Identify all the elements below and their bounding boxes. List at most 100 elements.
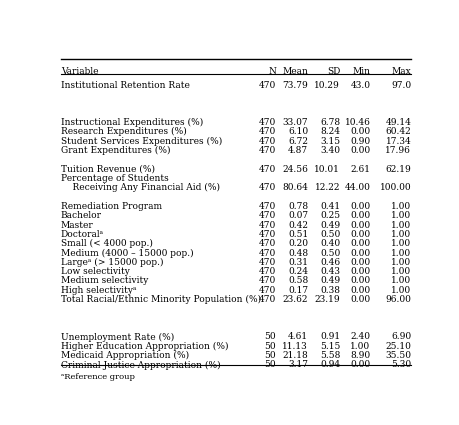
Text: 6.10: 6.10 [288,127,308,136]
Text: 1.00: 1.00 [350,342,370,351]
Text: Receiving Any Financial Aid (%): Receiving Any Financial Aid (%) [61,183,220,193]
Text: 50: 50 [264,332,276,341]
Text: Master: Master [61,221,94,230]
Text: 1.00: 1.00 [391,202,411,211]
Text: 25.10: 25.10 [386,342,411,351]
Text: 470: 470 [259,230,276,239]
Text: 0.00: 0.00 [350,221,370,230]
Text: Student Services Expenditures (%): Student Services Expenditures (%) [61,136,222,146]
Text: 1.00: 1.00 [391,267,411,276]
Text: 3.40: 3.40 [320,146,340,155]
Text: Research Expenditures (%): Research Expenditures (%) [61,127,187,136]
Text: 2.61: 2.61 [350,164,370,173]
Text: 3.15: 3.15 [320,136,340,146]
Text: 23.62: 23.62 [283,295,308,304]
Text: 44.00: 44.00 [345,183,370,192]
Text: 0.40: 0.40 [320,239,340,248]
Text: Bachelor: Bachelor [61,211,102,220]
Text: Doctoralᵃ: Doctoralᵃ [61,230,104,239]
Text: 0.58: 0.58 [288,277,308,286]
Text: 4.61: 4.61 [288,332,308,341]
Text: SD: SD [327,67,340,76]
Text: 0.00: 0.00 [350,249,370,258]
Text: 5.15: 5.15 [320,342,340,351]
Text: 5.30: 5.30 [391,360,411,369]
Text: 0.49: 0.49 [320,221,340,230]
Text: 23.19: 23.19 [314,295,340,304]
Text: 0.25: 0.25 [320,211,340,220]
Text: 0.41: 0.41 [320,202,340,211]
Text: 11.13: 11.13 [282,342,308,351]
Text: 0.00: 0.00 [350,211,370,220]
Text: 0.91: 0.91 [320,332,340,341]
Text: 96.00: 96.00 [386,295,411,304]
Text: 470: 470 [259,258,276,267]
Text: 0.43: 0.43 [320,267,340,276]
Text: 24.56: 24.56 [282,164,308,173]
Text: Variable: Variable [61,67,98,76]
Text: 470: 470 [259,136,276,146]
Text: 6.72: 6.72 [288,136,308,146]
Text: 1.00: 1.00 [391,286,411,295]
Text: Institutional Retention Rate: Institutional Retention Rate [61,81,190,90]
Text: 470: 470 [259,286,276,295]
Text: 50: 50 [264,360,276,369]
Text: Min: Min [353,67,370,76]
Text: 470: 470 [259,295,276,304]
Text: 0.48: 0.48 [288,249,308,258]
Text: 80.64: 80.64 [282,183,308,192]
Text: Medium (4000 – 15000 pop.): Medium (4000 – 15000 pop.) [61,249,194,258]
Text: 0.46: 0.46 [320,258,340,267]
Text: Low selectivity: Low selectivity [61,267,130,276]
Text: 1.00: 1.00 [391,258,411,267]
Text: 10.01: 10.01 [314,164,340,173]
Text: 17.34: 17.34 [386,136,411,146]
Text: Largeᵃ (> 15000 pop.): Largeᵃ (> 15000 pop.) [61,258,163,267]
Text: 0.00: 0.00 [350,267,370,276]
Text: 0.20: 0.20 [288,239,308,248]
Text: 33.07: 33.07 [283,118,308,127]
Text: Grant Expenditures (%): Grant Expenditures (%) [61,146,170,155]
Text: 470: 470 [259,221,276,230]
Text: 0.24: 0.24 [288,267,308,276]
Text: 5.58: 5.58 [320,351,340,360]
Text: 3.17: 3.17 [288,360,308,369]
Text: 0.00: 0.00 [350,202,370,211]
Text: 0.38: 0.38 [320,286,340,295]
Text: 0.94: 0.94 [320,360,340,369]
Text: 62.19: 62.19 [386,164,411,173]
Text: Unemployment Rate (%): Unemployment Rate (%) [61,332,174,342]
Text: 0.90: 0.90 [350,136,370,146]
Text: 0.00: 0.00 [350,286,370,295]
Text: ᵃReference group: ᵃReference group [61,373,135,380]
Text: 21.18: 21.18 [282,351,308,360]
Text: 0.00: 0.00 [350,146,370,155]
Text: 0.00: 0.00 [350,258,370,267]
Text: Medium selectivity: Medium selectivity [61,277,148,286]
Text: 49.14: 49.14 [386,118,411,127]
Text: Criminal Justice Appropriation (%): Criminal Justice Appropriation (%) [61,360,221,370]
Text: 8.24: 8.24 [320,127,340,136]
Text: 6.78: 6.78 [320,118,340,127]
Text: Higher Education Appropriation (%): Higher Education Appropriation (%) [61,342,229,351]
Text: 470: 470 [259,81,276,90]
Text: 470: 470 [259,202,276,211]
Text: 0.00: 0.00 [350,239,370,248]
Text: 0.00: 0.00 [350,230,370,239]
Text: 470: 470 [259,267,276,276]
Text: Small (< 4000 pop.): Small (< 4000 pop.) [61,239,153,248]
Text: 10.46: 10.46 [345,118,370,127]
Text: 0.00: 0.00 [350,277,370,286]
Text: 1.00: 1.00 [391,277,411,286]
Text: Tuition Revenue (%): Tuition Revenue (%) [61,164,155,173]
Text: 0.07: 0.07 [288,211,308,220]
Text: 470: 470 [259,249,276,258]
Text: 470: 470 [259,183,276,192]
Text: Medicaid Appropriation (%): Medicaid Appropriation (%) [61,351,189,360]
Text: 1.00: 1.00 [391,230,411,239]
Text: Remediation Program: Remediation Program [61,202,162,211]
Text: 43.0: 43.0 [350,81,370,90]
Text: 0.51: 0.51 [288,230,308,239]
Text: 0.00: 0.00 [350,360,370,369]
Text: 1.00: 1.00 [391,221,411,230]
